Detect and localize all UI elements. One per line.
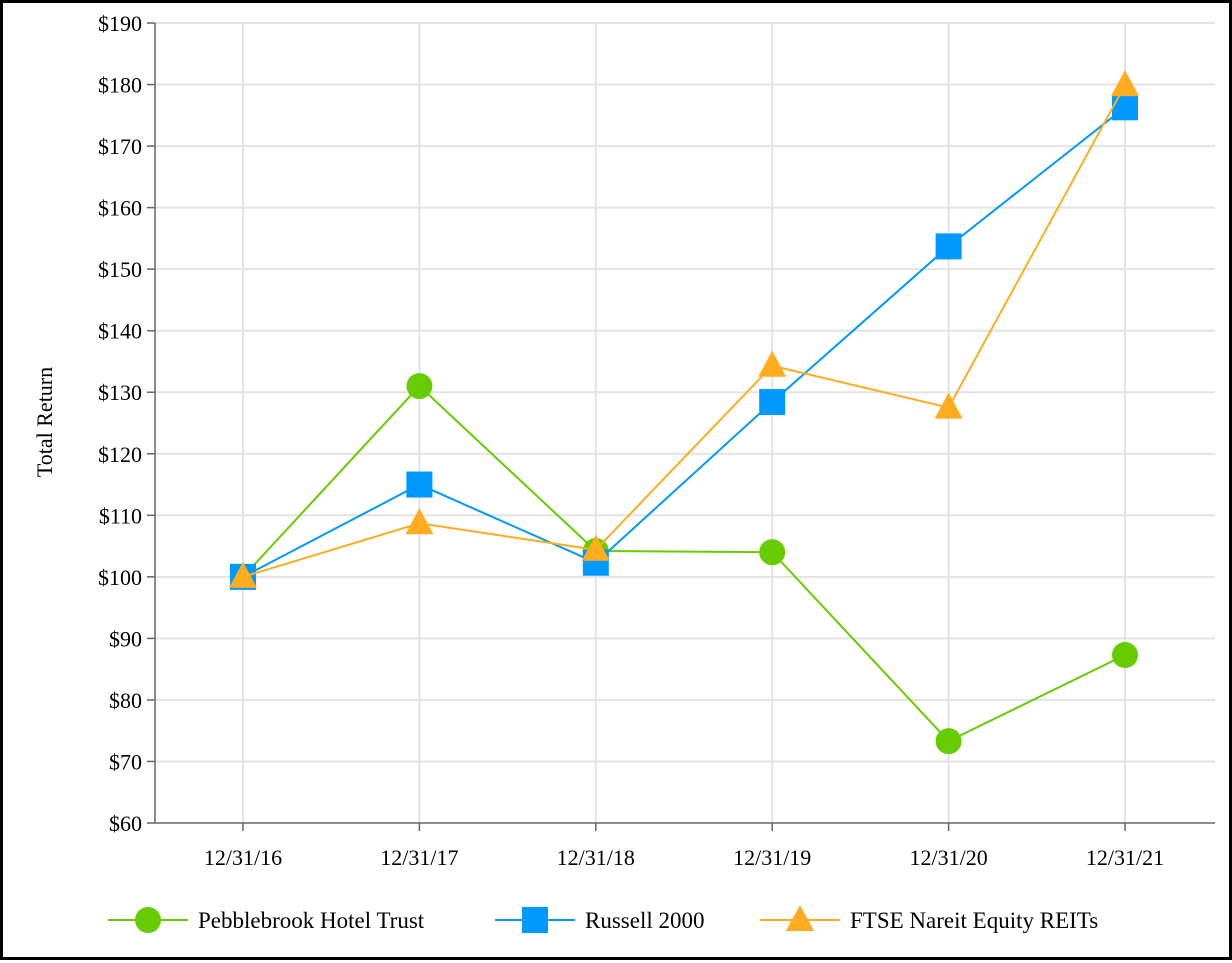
y-tick-labels: $60 $70 $80 $90 $100 $110 $120 $130 $140 $150 $160… <box>98 11 142 836</box>
x-tick-label: 12/31/19 <box>733 845 811 870</box>
legend-marker <box>522 907 548 933</box>
y-tick-label: $140 <box>98 319 142 344</box>
data-point <box>759 539 786 566</box>
legend-item: Pebblebrook Hotel Trust <box>108 907 425 933</box>
legend-marker <box>786 905 814 931</box>
data-point <box>229 561 257 588</box>
series-ftse-nareit-equity-reits <box>229 70 1139 588</box>
y-tick-label: $190 <box>98 11 142 36</box>
data-point <box>581 534 610 561</box>
data-point <box>405 508 434 535</box>
y-tick-label: $90 <box>109 626 142 651</box>
legend-item: Russell 2000 <box>495 907 704 933</box>
y-tick-label: $160 <box>98 196 142 221</box>
y-tick-label: $150 <box>98 257 142 282</box>
data-point <box>935 728 962 755</box>
y-tick-label: $170 <box>98 134 142 159</box>
data-point <box>406 471 433 498</box>
legend-label: FTSE Nareit Equity REITs <box>850 908 1098 933</box>
y-tick-label: $110 <box>99 503 142 528</box>
legend-item: FTSE Nareit Equity REITs <box>760 905 1098 933</box>
legend: Pebblebrook Hotel Trust Russell 2000 FTSE … <box>108 905 1098 933</box>
x-tick-label: 12/31/17 <box>380 845 458 870</box>
x-tick-label: 12/31/16 <box>204 845 282 870</box>
legend-label: Pebblebrook Hotel Trust <box>198 908 425 933</box>
x-tick-labels: 12/31/16 12/31/17 12/31/18 12/31/19 12/31/20… <box>204 845 1164 870</box>
y-tick-label: $120 <box>98 442 142 467</box>
data-point <box>406 373 433 400</box>
legend-marker <box>135 907 161 933</box>
x-tick-label: 12/31/21 <box>1086 845 1164 870</box>
series-line <box>242 384 1126 743</box>
y-tick-label: $180 <box>98 73 142 98</box>
y-tick-label: $70 <box>109 749 142 774</box>
y-tick-label: $80 <box>109 688 142 713</box>
series-line <box>242 84 1126 578</box>
y-tick-label: $60 <box>109 811 142 836</box>
data-point <box>935 233 962 260</box>
line-chart: $60 $70 $80 $90 $100 $110 $120 $130 $140 $150 $160… <box>32 11 1215 933</box>
y-tick-label: $100 <box>98 565 142 590</box>
data-point <box>1112 94 1138 121</box>
data-point <box>759 389 786 416</box>
x-tick-label: 12/31/18 <box>557 845 635 870</box>
legend-label: Russell 2000 <box>585 908 704 933</box>
data-point <box>758 350 787 377</box>
data-point <box>1112 642 1138 668</box>
data-point <box>1111 70 1139 97</box>
data-point <box>934 392 963 419</box>
series <box>229 70 1139 755</box>
axes <box>147 22 1215 831</box>
x-tick-label: 12/31/20 <box>909 845 987 870</box>
grid <box>155 22 1215 823</box>
y-axis-title: Total Return <box>32 367 57 477</box>
series-pebblebrook-hotel-trust <box>230 373 1138 755</box>
y-tick-label: $130 <box>98 380 142 405</box>
series-line <box>242 106 1126 578</box>
